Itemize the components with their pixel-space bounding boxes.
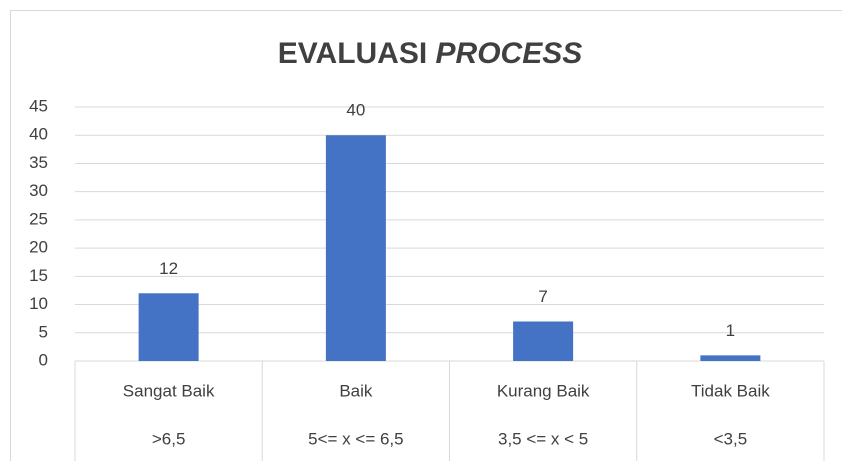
bar: [138, 293, 199, 361]
title-part: EVALUASI: [278, 37, 427, 70]
title-part: PROCESS: [436, 37, 583, 70]
data-label: 12: [159, 259, 178, 278]
data-label: 1: [726, 321, 735, 340]
y-tick-label: 25: [29, 209, 48, 228]
y-tick-label: 45: [29, 96, 48, 115]
chart-title: EVALUASI PROCESS: [278, 37, 583, 70]
y-tick-label: 10: [29, 294, 48, 313]
x-sublabel: 5<= x <= 6,5: [308, 429, 403, 448]
y-tick-label: 0: [39, 350, 48, 369]
chart-frame: [10, 10, 842, 461]
y-tick-label: 20: [29, 238, 48, 257]
data-label: 7: [538, 287, 547, 306]
y-tick-label: 5: [39, 322, 48, 341]
x-tick-label: Tidak Baik: [691, 381, 770, 400]
data-label: 40: [346, 101, 365, 120]
y-tick-label: 40: [29, 125, 48, 144]
x-sublabel: 3,5 <= x < 5: [498, 429, 588, 448]
bar: [325, 135, 386, 361]
bar: [700, 355, 761, 361]
y-tick-label: 35: [29, 153, 48, 172]
x-sublabel: >6,5: [152, 429, 186, 448]
y-tick-label: 15: [29, 266, 48, 285]
x-tick-label: Kurang Baik: [497, 381, 590, 400]
x-sublabel: <3,5: [714, 429, 748, 448]
bar: [513, 321, 574, 361]
x-tick-label: Baik: [339, 381, 373, 400]
y-tick-label: 30: [29, 181, 48, 200]
x-tick-label: Sangat Baik: [123, 381, 215, 400]
